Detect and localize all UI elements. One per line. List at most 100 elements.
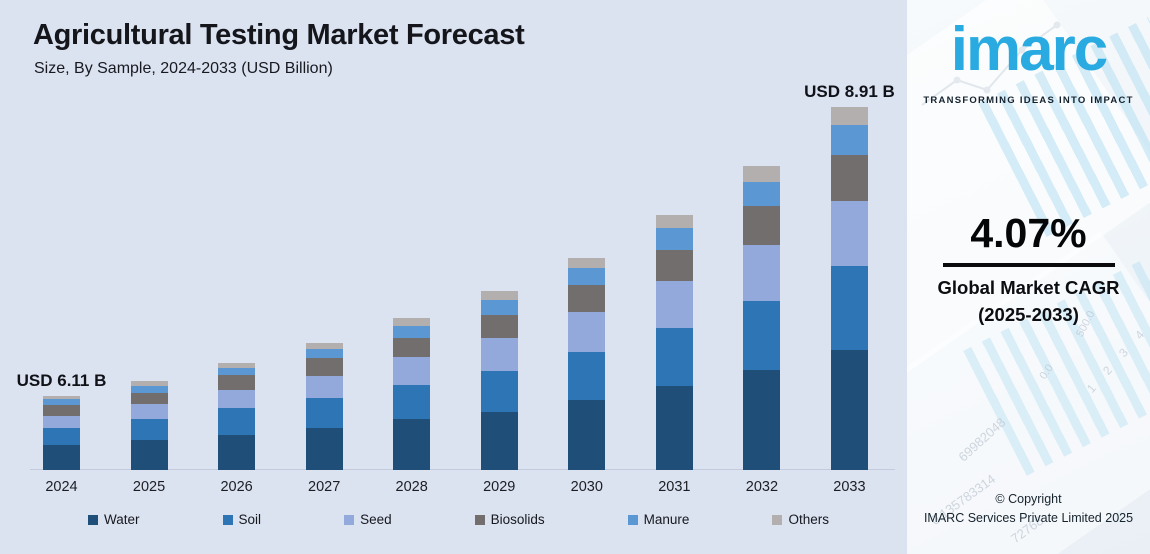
bar-segment-others-2024 [43,396,80,399]
bar-segment-others-2031 [655,215,693,228]
bar-2031 [655,215,693,470]
legend-item-biosolids: Biosolids [474,512,545,527]
legend-item-others: Others [772,512,829,527]
bar-segment-water-2029 [480,412,518,470]
bar-2029 [480,291,518,470]
bar-segment-soil-2026 [218,408,256,435]
value-annotation-2024: USD 6.11 B [16,371,107,390]
bar-segment-seed-2029 [480,338,518,371]
bar-segment-biosolids-2029 [480,315,518,338]
bar-segment-soil-2027 [305,398,343,428]
bar-segment-others-2025 [130,381,168,386]
page-subtitle: Size, By Sample, 2024-2033 (USD Billion) [34,60,333,77]
bar-segment-soil-2030 [568,352,606,400]
bar-2032 [743,166,781,470]
bar-segment-soil-2029 [480,371,518,412]
watermark-number: 1 2 3 4 [1083,322,1150,396]
bar-segment-manure-2028 [393,326,431,338]
bar-2027 [305,343,343,470]
cagr-period: (2025-2033) [978,304,1079,325]
bar-segment-others-2030 [568,258,606,268]
legend-item-soil: Soil [222,512,262,527]
legend-label-manure: Manure [643,512,690,527]
bar-segment-soil-2032 [743,301,781,370]
chart-panel: Agricultural Testing Market Forecast Siz… [16,19,895,527]
bar-segment-seed-2030 [568,312,606,352]
bar-segment-biosolids-2027 [305,358,343,376]
legend-label-water: Water [104,512,140,527]
bar-2033 [830,107,868,470]
year-label-2024: 2024 [45,479,78,495]
bar-segment-biosolids-2024 [43,405,80,416]
legend-swatch-manure [627,514,638,525]
bar-segment-water-2031 [655,386,693,470]
bar-segment-others-2027 [305,343,343,349]
bar-segment-water-2032 [743,370,781,470]
copyright-line2: IMARC Services Private Limited 2025 [923,511,1134,526]
bar-segment-biosolids-2025 [130,393,168,404]
bar-segment-others-2033 [830,107,868,125]
legend-label-biosolids: Biosolids [490,512,545,527]
bar-segment-others-2028 [393,318,431,326]
bar-segment-biosolids-2028 [393,338,431,357]
bar-segment-soil-2028 [393,385,431,419]
bar-segment-seed-2024 [43,416,80,428]
page-title: Agricultural Testing Market Forecast [33,19,525,51]
copyright-line1: © Copyright [995,492,1062,506]
bar-segment-seed-2032 [743,245,781,301]
bar-segment-biosolids-2030 [568,285,606,312]
bar-2030 [568,258,606,470]
bar-segment-soil-2025 [130,419,168,440]
legend: Water Soil Seed Biosolids Manure Others [88,512,829,527]
year-label-2029: 2029 [483,479,516,495]
cagr-value: 4.07% [970,210,1087,256]
bar-segment-manure-2024 [43,399,80,405]
bar-segment-seed-2028 [393,357,431,385]
bar-segment-soil-2031 [655,328,693,386]
bar-segment-manure-2029 [480,300,518,315]
bar-2028 [393,318,431,470]
legend-item-manure: Manure [627,512,690,527]
bar-segment-biosolids-2033 [830,155,868,201]
watermark-number: 69982048 [955,414,1009,465]
plot-area: 2024 2025 2026 2027 2028 2029 2030 2031 2032 2033… [16,82,895,495]
year-label-2027: 2027 [308,479,341,495]
cagr-divider [942,263,1115,267]
bar-segment-water-2025 [130,440,168,470]
legend-label-seed: Seed [360,512,392,527]
legend-swatch-water [88,514,98,525]
legend-item-seed: Seed [344,512,392,527]
bar-segment-soil-2033 [830,266,868,350]
bar-segment-water-2033 [830,350,868,470]
bar-segment-seed-2025 [130,404,168,419]
bar-segment-water-2027 [305,428,343,470]
year-label-2025: 2025 [132,479,166,495]
bar-segment-water-2030 [568,400,606,470]
bar-segment-water-2028 [393,419,431,470]
imarc-logo-tagline: TRANSFORMING IDEAS INTO IMPACT [923,95,1134,106]
legend-item-water: Water [88,512,140,527]
bar-segment-seed-2026 [218,390,256,408]
bar-segment-water-2026 [218,435,256,470]
legend-label-others: Others [788,512,829,527]
imarc-logo: imarc [950,15,1108,84]
legend-label-soil: Soil [238,512,262,527]
bar-segment-seed-2027 [305,376,343,398]
bar-2024 [43,396,80,470]
bar-2026 [218,363,256,470]
bar-segment-manure-2025 [130,386,168,393]
bar-segment-soil-2024 [43,428,80,445]
value-annotation-2033: USD 8.91 B [804,82,895,101]
bar-segment-manure-2027 [305,349,343,358]
cagr-label: Global Market CAGR [937,277,1120,298]
x-axis-line [30,469,895,470]
legend-swatch-others [772,514,783,525]
bar-segment-others-2032 [743,166,781,182]
bar-segment-manure-2031 [655,228,693,250]
bar-2025 [130,381,168,470]
bar-segment-seed-2031 [655,281,693,328]
year-label-2032: 2032 [745,479,779,495]
bar-segment-biosolids-2031 [655,250,693,281]
bar-segment-biosolids-2032 [743,206,781,245]
